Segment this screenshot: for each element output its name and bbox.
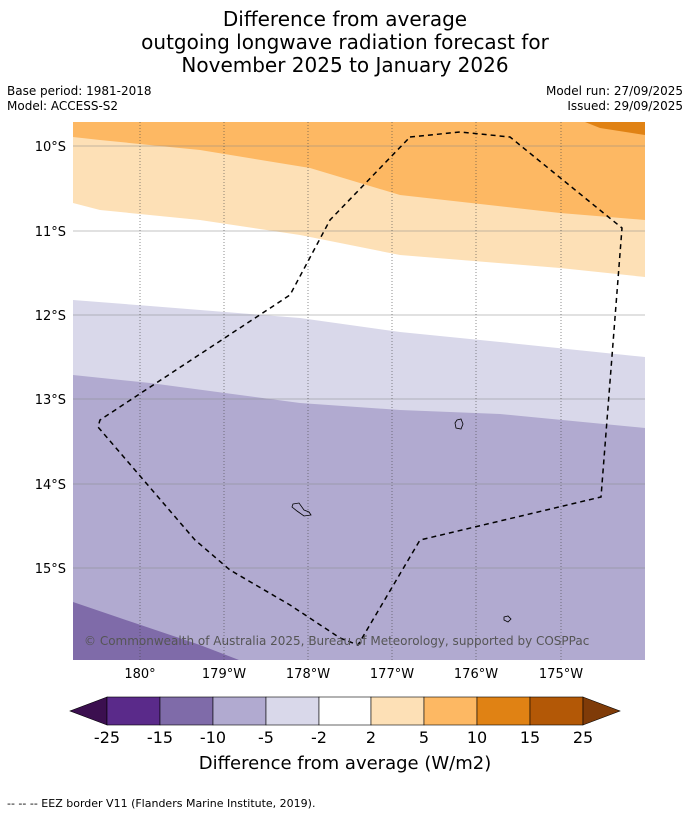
colorbar-bin — [265, 696, 320, 726]
lat-labels: 10°S 11°S 12°S 13°S 14°S 15°S — [35, 140, 66, 577]
map-area: © Commonwealth of Australia 2025, Bureau… — [73, 122, 645, 660]
colorbar-tick-label: -5 — [258, 728, 274, 747]
model-run: Model run: 27/09/2025 — [545, 84, 683, 98]
model-name: Model: ACCESS-S2 — [7, 99, 119, 113]
colorbar-tick-label: -25 — [93, 728, 121, 747]
colorbar-over-triangle — [582, 696, 621, 726]
colorbar-under-triangle — [69, 696, 108, 726]
island-north — [454, 418, 464, 430]
island-east — [503, 615, 512, 623]
lon-label: 179°W — [202, 667, 246, 682]
colorbar-bin — [212, 696, 267, 726]
lon-label: 175°W — [539, 667, 583, 682]
eez-border — [97, 131, 623, 646]
title-line-2: outgoing longwave radiation forecast for — [141, 30, 549, 54]
colorbar-tick-label: -15 — [146, 728, 174, 747]
colorbar-bin — [370, 696, 425, 726]
colorbar-tick-label: 10 — [466, 728, 488, 747]
issued-date: Issued: 29/09/2025 — [567, 99, 683, 113]
colorbar-bin — [318, 696, 372, 726]
meta-left: Base period: 1981-2018 Model: ACCESS-S2 — [7, 84, 152, 114]
colorbar-bin — [423, 696, 478, 726]
colorbar-bin — [159, 696, 214, 726]
lat-label: 15°S — [35, 562, 66, 577]
eez-legend-note: -- -- -- EEZ border V11 (Flanders Marine… — [7, 797, 316, 810]
colorbar-bin — [476, 696, 531, 726]
gridlines — [73, 122, 645, 660]
lon-label: 176°W — [454, 667, 498, 682]
lat-label: 12°S — [35, 309, 66, 324]
title-line-1: Difference from average — [222, 7, 468, 31]
band-minus15-to-minus10 — [73, 602, 239, 660]
colorbar-tick-label: 2 — [365, 728, 377, 747]
colorbar-tick-label: 15 — [519, 728, 541, 747]
colorbar-tick-label: -10 — [199, 728, 227, 747]
colorbar-bin — [529, 696, 584, 726]
band-5-to-10 — [73, 122, 645, 220]
base-period: Base period: 1981-2018 — [7, 84, 152, 98]
band-10-to-15 — [585, 122, 645, 135]
chart-title: Difference from average outgoing longwav… — [0, 8, 690, 77]
title-line-3: November 2025 to January 2026 — [181, 53, 509, 77]
band-minus10-to-minus5 — [73, 375, 645, 660]
island-west — [291, 502, 312, 517]
colorbar-tick-label: 25 — [572, 728, 594, 747]
lon-labels: 180° 179°W 178°W 177°W 176°W 175°W — [124, 667, 583, 682]
lat-label: 14°S — [35, 478, 66, 493]
colorbar-bin — [106, 696, 161, 726]
colorbar — [69, 696, 621, 726]
copyright-notice: © Commonwealth of Australia 2025, Bureau… — [84, 634, 589, 648]
colorbar-tick-label: -2 — [311, 728, 327, 747]
lat-label: 13°S — [35, 393, 66, 408]
colorbar-tick-label: 5 — [418, 728, 430, 747]
islands — [291, 418, 512, 623]
lat-label: 11°S — [35, 225, 66, 240]
lon-label: 177°W — [370, 667, 414, 682]
lon-label: 178°W — [286, 667, 330, 682]
lat-label: 10°S — [35, 140, 66, 155]
colorbar-title: Difference from average (W/m2) — [198, 753, 492, 774]
meta-right: Model run: 27/09/2025 Issued: 29/09/2025 — [546, 84, 683, 114]
lon-label: 180° — [124, 667, 155, 682]
